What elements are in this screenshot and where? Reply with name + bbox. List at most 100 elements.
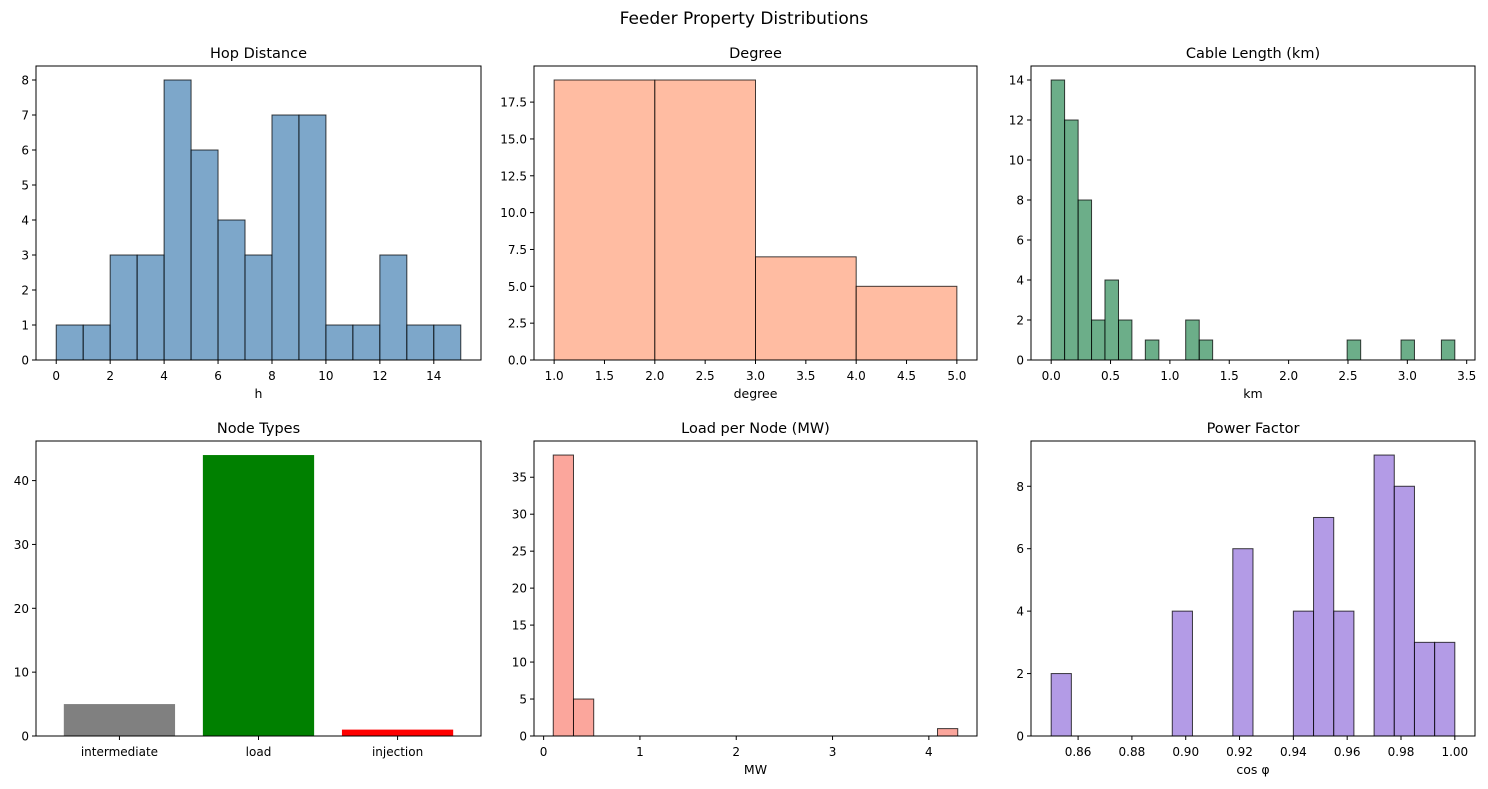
- x-tick-label: 1.0: [545, 369, 564, 383]
- x-tick-label: 0.90: [1172, 745, 1199, 759]
- histogram-bar: [1091, 319, 1106, 361]
- y-tick-label: 2: [21, 284, 29, 298]
- y-tick-label: 25: [512, 545, 527, 559]
- y-tick-label: 8: [1016, 194, 1024, 208]
- histogram-bar: [1292, 610, 1315, 737]
- y-tick-label: 7.5: [508, 243, 527, 257]
- x-tick-label: 0.98: [1388, 745, 1415, 759]
- x-tick-label: 4.5: [897, 369, 916, 383]
- x-tick-label: 0.94: [1280, 745, 1307, 759]
- axes-frame: [1030, 440, 1476, 737]
- y-tick-label: 0: [21, 730, 29, 744]
- histogram-bar: [755, 256, 857, 361]
- y-tick-label: 10.0: [500, 206, 527, 220]
- x-tick-label: 0: [52, 369, 60, 383]
- histogram-bar: [244, 254, 273, 361]
- bar-intermediate: [63, 704, 176, 736]
- x-axis-label: h: [255, 386, 263, 401]
- y-tick-label: 10: [1009, 154, 1024, 168]
- histogram-bar: [109, 254, 138, 361]
- y-tick-label: 12: [1009, 114, 1024, 128]
- x-tick-label: 6: [214, 369, 222, 383]
- y-tick-label: 4: [1016, 274, 1024, 288]
- x-tick-label: 2.0: [645, 369, 664, 383]
- x-tick-label: 8: [268, 369, 276, 383]
- axes-frame: [533, 440, 978, 737]
- y-tick-label: 6: [21, 144, 29, 158]
- x-tick-label: intermediate: [81, 745, 158, 759]
- x-tick-label: 0.5: [1101, 369, 1120, 383]
- y-tick-label: 30: [512, 508, 527, 522]
- histogram-bar: [379, 254, 408, 361]
- y-tick-label: 6: [1016, 234, 1024, 248]
- y-tick-label: 40: [14, 474, 29, 488]
- histogram-bar: [1373, 454, 1395, 737]
- histogram-bar: [82, 324, 111, 361]
- histogram-bar: [1413, 641, 1436, 737]
- histogram-bar: [271, 114, 300, 361]
- x-tick-label: 4.0: [847, 369, 866, 383]
- y-tick-label: 17.5: [500, 96, 527, 110]
- histogram-bar: [1393, 485, 1415, 737]
- y-tick-label: 10: [512, 656, 527, 670]
- x-tick-label: injection: [372, 745, 423, 759]
- bar-injection: [341, 729, 454, 736]
- histogram-bar: [1104, 279, 1119, 361]
- histogram-bar: [1434, 641, 1456, 737]
- x-axis-label: km: [1243, 386, 1262, 401]
- x-tick-label: 3.0: [746, 369, 765, 383]
- histogram-bar: [1117, 319, 1133, 361]
- x-tick-label: 0: [540, 745, 548, 759]
- x-tick-label: 2.5: [1338, 369, 1357, 383]
- x-axis-label: MW: [744, 762, 767, 777]
- histogram-bar: [1185, 319, 1200, 361]
- histogram-bar: [163, 79, 192, 361]
- histogram-bar: [654, 79, 756, 361]
- y-tick-label: 20: [14, 602, 29, 616]
- y-tick-label: 0: [1016, 730, 1024, 744]
- histogram-bar: [937, 728, 959, 737]
- x-axis-label: cos φ: [1236, 762, 1269, 777]
- figure-title: Feeder Property Distributions: [620, 9, 869, 29]
- histogram-bar: [1077, 199, 1093, 361]
- x-tick-label: 4: [925, 745, 933, 759]
- x-tick-label: 1.0: [1160, 369, 1179, 383]
- x-tick-label: load: [246, 745, 272, 759]
- panel-title: Degree: [729, 46, 782, 62]
- y-tick-label: 0: [1016, 354, 1024, 368]
- histogram-bar: [190, 149, 219, 361]
- histogram-bar: [406, 324, 435, 361]
- y-tick-label: 14: [1009, 74, 1024, 88]
- y-tick-label: 35: [512, 471, 527, 485]
- y-tick-label: 15: [512, 619, 527, 633]
- histogram-bar: [352, 324, 381, 361]
- y-tick-label: 1: [21, 319, 29, 333]
- y-tick-label: 8: [1016, 480, 1024, 494]
- x-tick-label: 4: [160, 369, 168, 383]
- panel-cable: 0.0 0.5 1.0 1.5 2.0 2.5 3.0 3.5 0 2 4 6 8 10 12 14 Cable…: [1009, 46, 1477, 401]
- histogram-bar: [1144, 339, 1160, 361]
- histogram-bar: [1346, 339, 1362, 361]
- histogram-bar: [552, 454, 574, 737]
- x-axis-label: degree: [734, 386, 778, 401]
- y-tick-label: 5: [21, 179, 29, 193]
- panel-load: 0 1 2 3 4 0 5 10 15 20 25 30 35 Load per Node (MW) MW: [512, 421, 978, 777]
- panel-title: Load per Node (MW): [681, 421, 830, 437]
- histogram-bar: [433, 324, 462, 361]
- y-tick-label: 2.5: [508, 317, 527, 331]
- histogram-bar: [325, 324, 354, 361]
- y-tick-label: 8: [21, 74, 29, 88]
- histogram-bar: [1171, 610, 1193, 737]
- y-tick-label: 3: [21, 249, 29, 263]
- x-tick-label: 14: [426, 369, 441, 383]
- x-tick-label: 0.0: [1042, 369, 1061, 383]
- x-tick-label: 3: [829, 745, 837, 759]
- x-tick-label: 1.00: [1441, 745, 1468, 759]
- histogram-bar: [1400, 339, 1415, 361]
- histogram-bar: [1050, 673, 1072, 737]
- panel-title: Cable Length (km): [1186, 46, 1320, 62]
- histogram-bar: [1440, 339, 1456, 361]
- y-tick-label: 7: [21, 109, 29, 123]
